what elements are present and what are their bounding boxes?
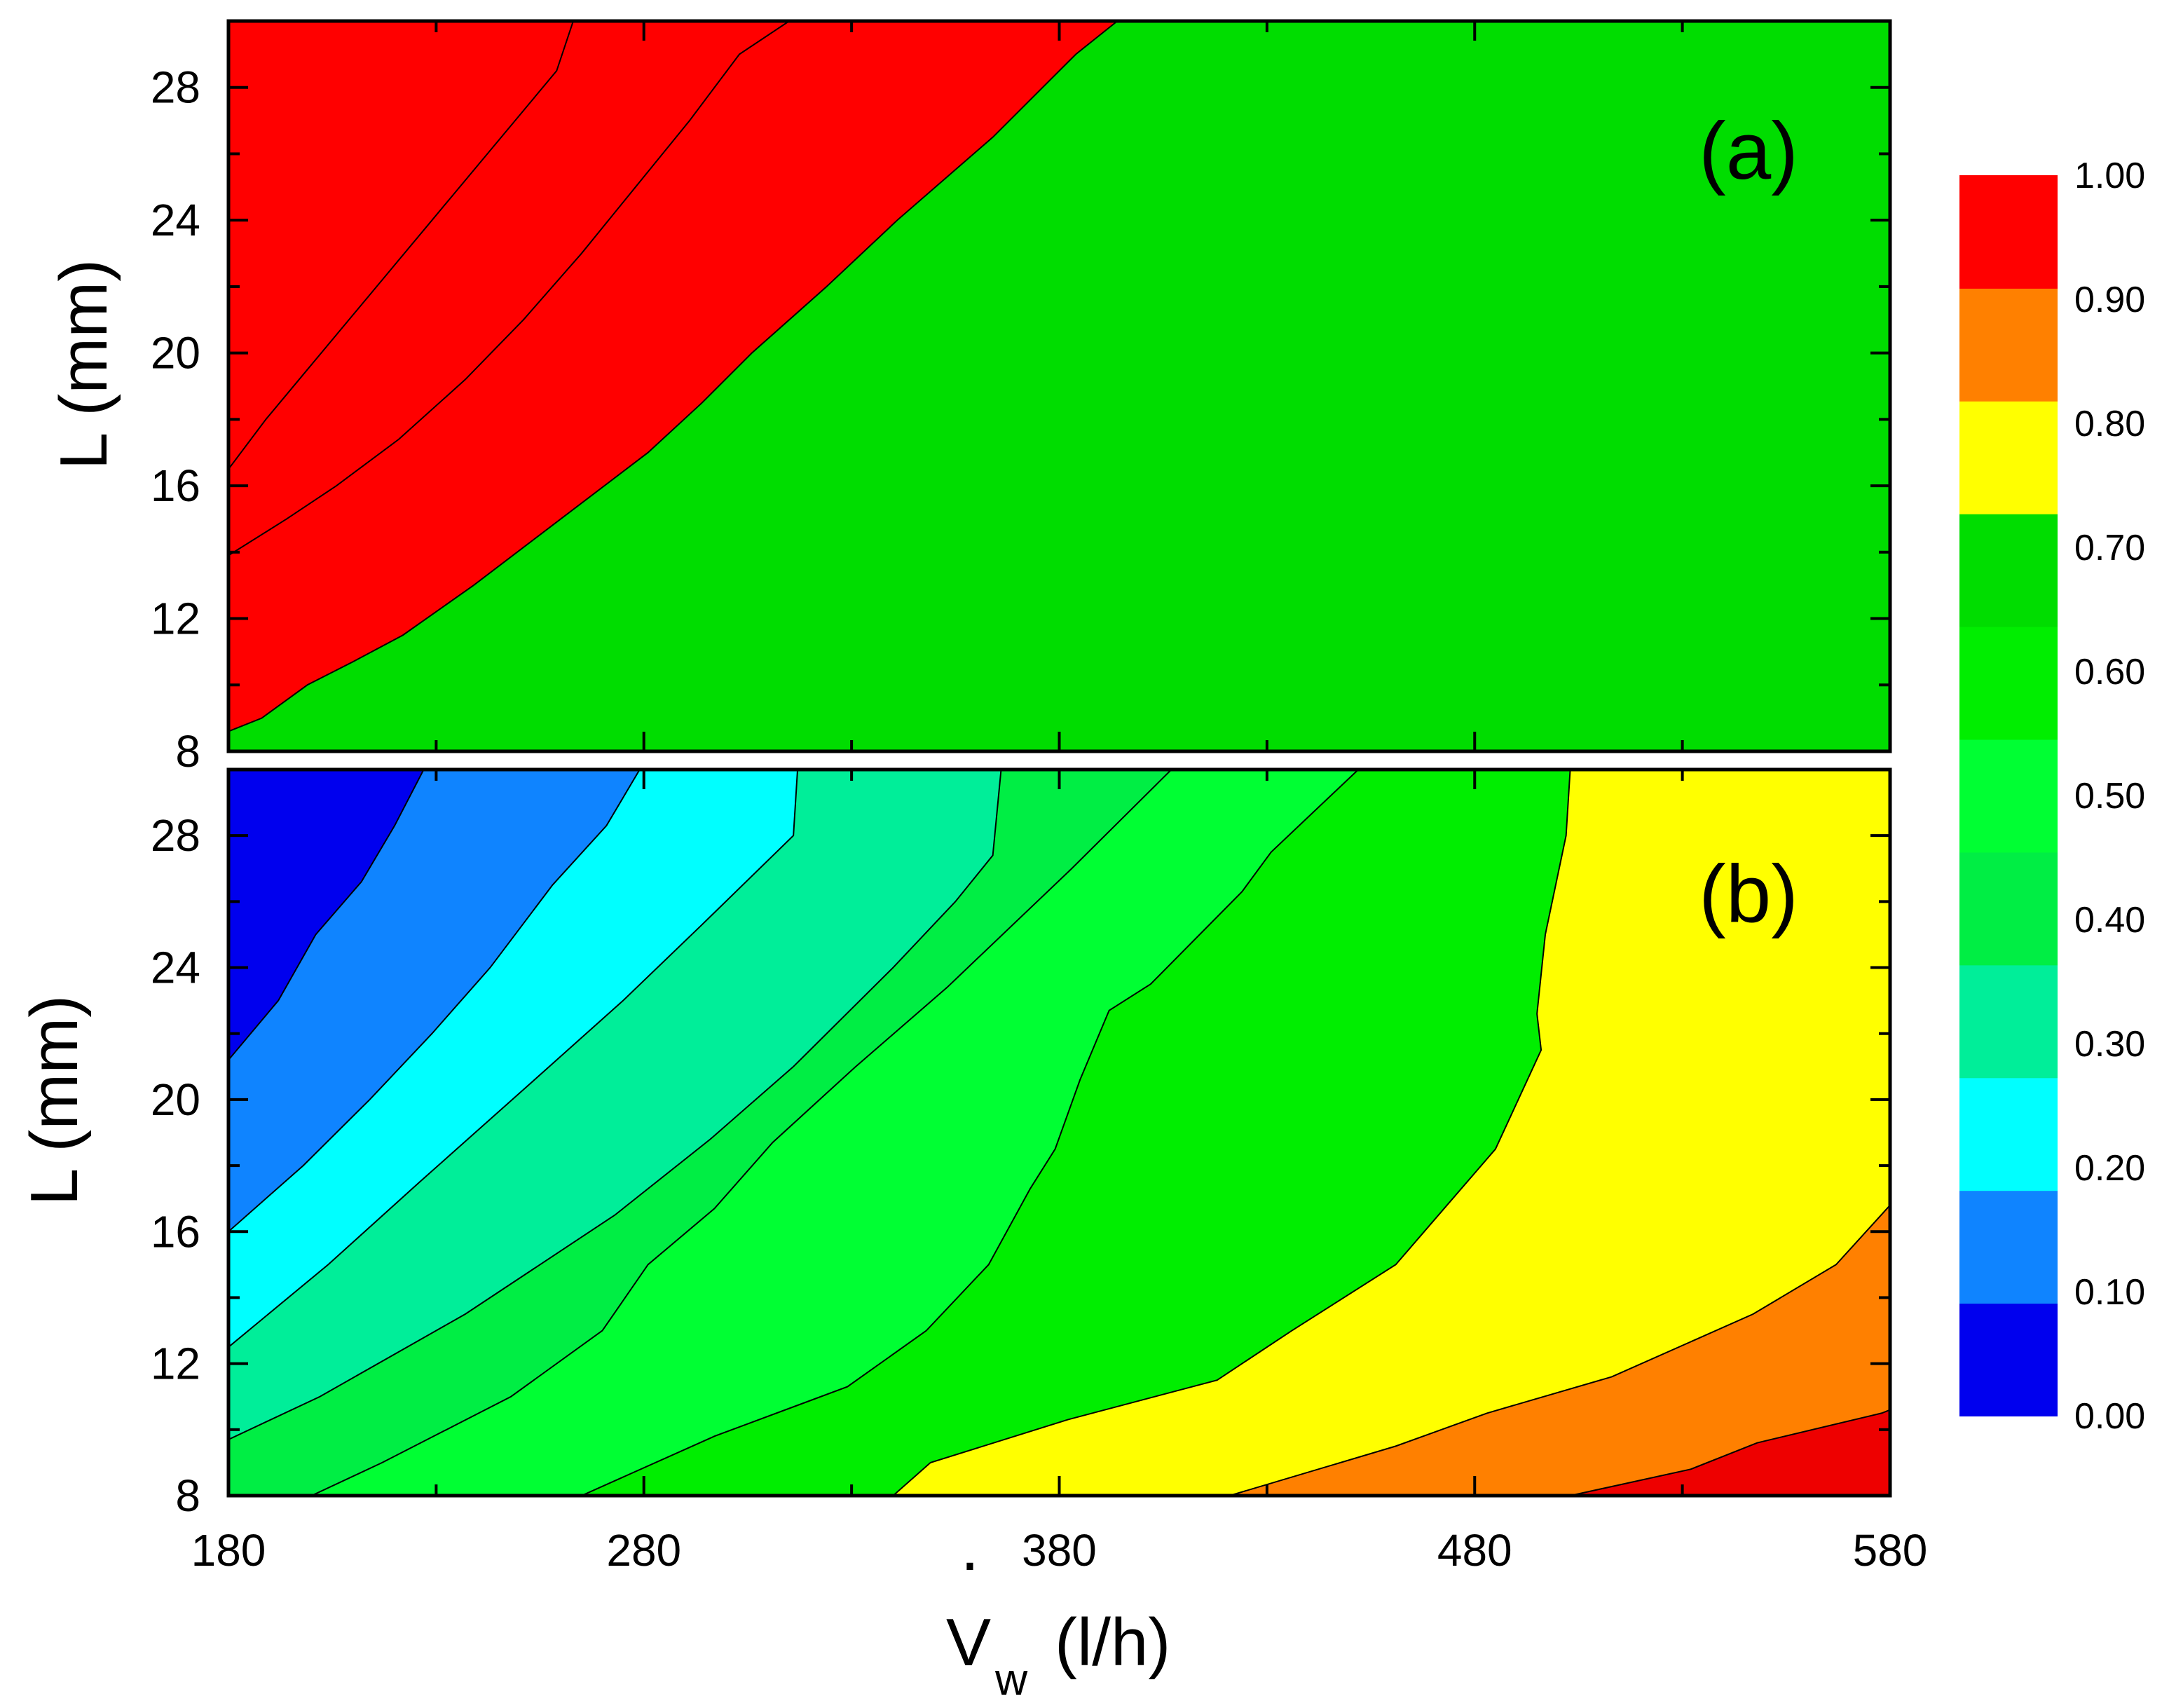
colorbar-tick-label: 1.00 xyxy=(2074,156,2145,196)
contour-line-0.00-0.10 xyxy=(228,770,425,1061)
panel-label-a: (a) xyxy=(1699,105,1798,196)
colorbar-swatch xyxy=(1959,513,2058,627)
y-tick-label: 20 xyxy=(151,328,200,378)
y-tick-label: 8 xyxy=(175,1470,200,1521)
colorbar-swatch xyxy=(1959,739,2058,853)
x-tick-label: 280 xyxy=(606,1525,681,1576)
panel-b: 8 12 16 20 24 28 180 280 380 480 580 xyxy=(151,767,1928,1576)
y-tick-label: 28 xyxy=(151,810,200,861)
contour-line-0.70-0.80 xyxy=(228,21,574,470)
colorbar-swatch xyxy=(1959,400,2058,514)
contour-region-0.00-0.10 xyxy=(228,770,424,1060)
y-tick-label: 24 xyxy=(151,943,200,993)
contour-line-0.50-0.60 xyxy=(581,770,1359,1496)
colorbar-swatch xyxy=(1959,1303,2058,1416)
panel-label-b: (b) xyxy=(1699,848,1798,939)
colorbar-swatch xyxy=(1959,964,2058,1079)
y-tick-label: 20 xyxy=(151,1074,200,1125)
contour-line-0.20-0.30 xyxy=(228,770,799,1348)
colorbar-tick-label: 0.60 xyxy=(2074,652,2145,692)
colorbar-swatch xyxy=(1959,175,2058,289)
colorbar: 0.00 0.10 0.20 0.30 0.40 0.50 0.60 0.70 0.80 0.90… xyxy=(1959,156,2145,1437)
colorbar-swatch xyxy=(1959,852,2058,966)
x-axis-title-subscript: w xyxy=(994,1654,1028,1704)
contour-line-0.10-0.20 xyxy=(228,770,641,1233)
colorbar-tick-label: 0.70 xyxy=(2074,528,2145,568)
colorbar-tick-label: 0.20 xyxy=(2074,1148,2145,1189)
colorbar-tick-label: 0.50 xyxy=(2074,776,2145,817)
y-tick-label: 12 xyxy=(151,594,200,644)
colorbar-swatch xyxy=(1959,626,2058,740)
y-tick-label: 8 xyxy=(175,726,200,777)
panel-a: 8 12 16 20 24 28 xyxy=(151,19,1892,777)
colorbar-swatch xyxy=(1959,1190,2058,1304)
contour-line-0.80-0.90 xyxy=(228,21,790,556)
y-axis-title-b: L (mm) xyxy=(17,995,92,1205)
contour-line-0.60-0.70 xyxy=(892,770,1571,1496)
x-tick-label: 380 xyxy=(1022,1525,1097,1576)
contour-line-0.90-1.00 xyxy=(228,21,1118,732)
x-tick-label: 480 xyxy=(1437,1525,1512,1576)
y-tick-label: 12 xyxy=(151,1339,200,1389)
x-tick-label: 580 xyxy=(1853,1525,1928,1576)
colorbar-tick-label: 0.10 xyxy=(2074,1272,2145,1313)
y-tick-label: 16 xyxy=(151,1206,200,1257)
contour-line-0.70-0.80 xyxy=(1229,770,1890,1496)
x-axis-title-unit: (l/h) xyxy=(1055,1605,1170,1680)
colorbar-tick-label: 0.40 xyxy=(2074,900,2145,941)
colorbar-tick-label: 0.90 xyxy=(2074,280,2145,320)
contour-line-0.80-0.90 xyxy=(1570,770,1890,1496)
y-tick-label: 16 xyxy=(151,460,200,511)
colorbar-swatch xyxy=(1959,287,2058,402)
contour-line-0.40-0.50 xyxy=(311,770,1172,1496)
colorbar-tick-label: 0.00 xyxy=(2074,1396,2145,1437)
y-axis-title-a: L (mm) xyxy=(46,259,121,470)
colorbar-swatch xyxy=(1959,1077,2058,1191)
x-axis-mark: . xyxy=(961,1510,980,1585)
y-tick-label: 28 xyxy=(151,62,200,113)
x-axis-title-main: V xyxy=(946,1605,991,1680)
contour-line-0.30-0.40 xyxy=(228,770,1002,1440)
x-tick-label: 180 xyxy=(191,1525,266,1576)
colorbar-tick-label: 0.80 xyxy=(2074,404,2145,444)
y-tick-label: 24 xyxy=(151,195,200,245)
colorbar-tick-label: 0.30 xyxy=(2074,1024,2145,1065)
x-axis-title: V w (l/h) xyxy=(946,1605,1170,1704)
